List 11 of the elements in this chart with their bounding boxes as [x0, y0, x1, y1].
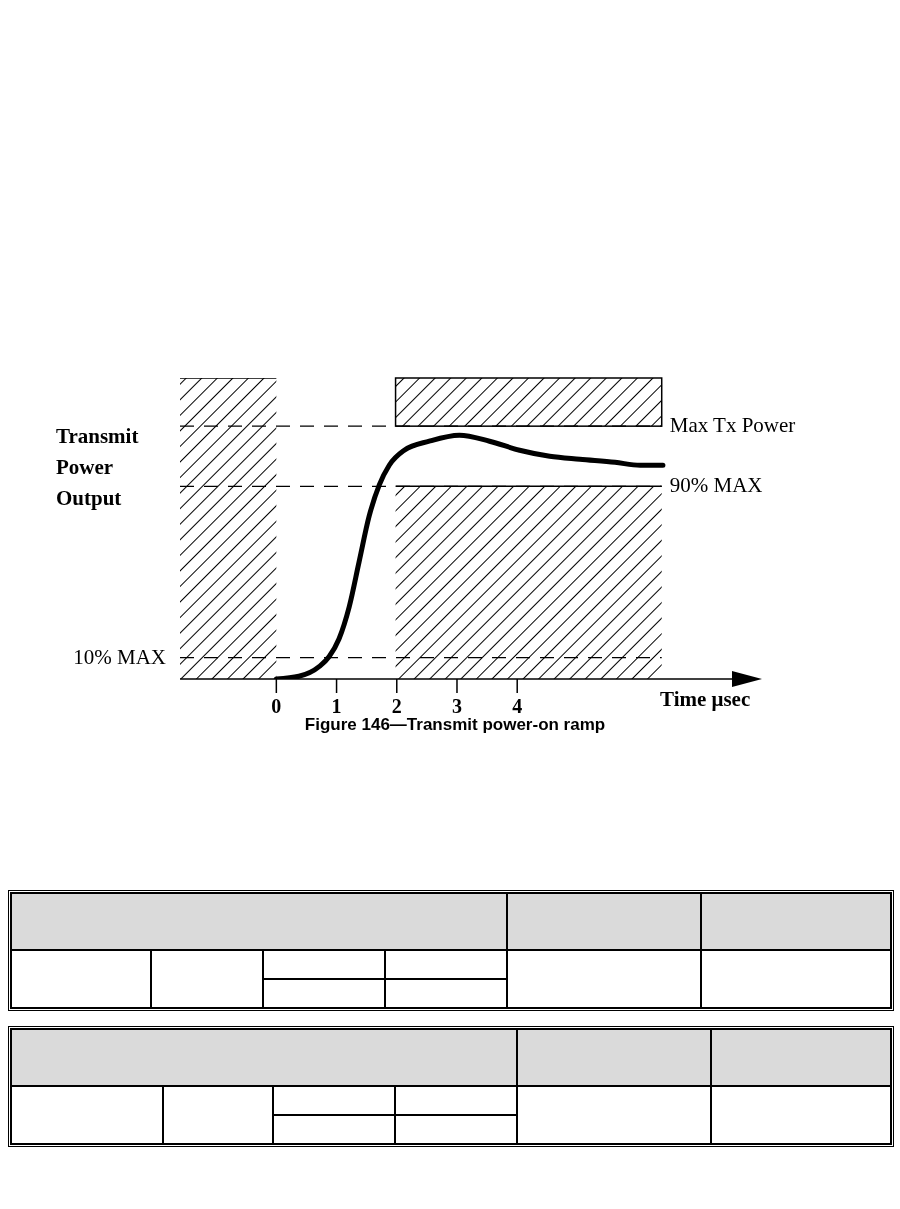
x-tick-label: 3 — [451, 695, 462, 718]
x-tick-label: 0 — [271, 695, 282, 718]
x-axis-title: Time μsec — [660, 687, 751, 712]
y-axis-title: Transmit Power Output — [56, 423, 140, 513]
x-tick-label: 1 — [331, 695, 342, 718]
x-tick-label: 4 — [512, 695, 523, 718]
x-tick-label: 2 — [391, 695, 402, 718]
ref-line-label: 90% MAX — [669, 473, 763, 499]
ref-line-label: 10% MAX — [73, 644, 166, 670]
text: Figure 146—Transmit power-on ramp — [304, 715, 606, 734]
ref-line-label: Max Tx Power — [669, 413, 796, 439]
